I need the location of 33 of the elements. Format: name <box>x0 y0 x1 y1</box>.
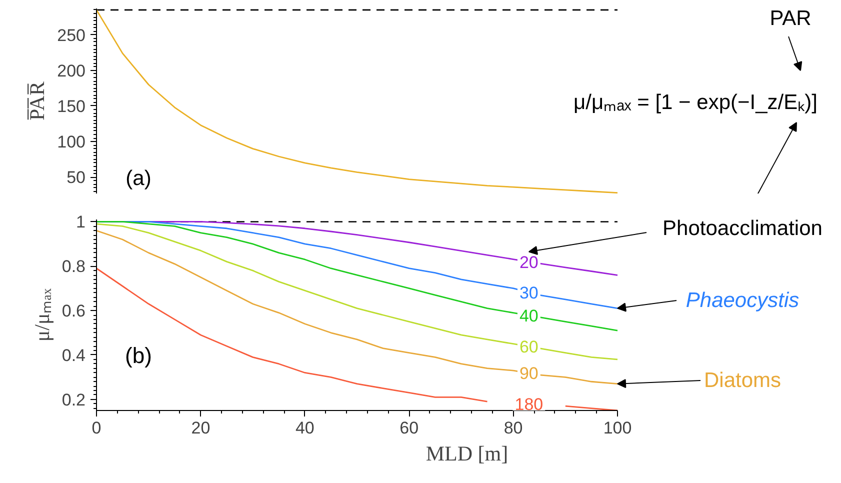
y-tick-label: 150 <box>57 96 86 116</box>
series-label: 40 <box>519 306 538 326</box>
line-series <box>96 221 618 332</box>
text: PAR <box>770 7 812 30</box>
x-tick-label: 20 <box>191 418 210 438</box>
series-label: 180 <box>514 394 544 414</box>
y-tick-label: 50 <box>66 168 86 188</box>
y-tick-label: 0.2 <box>62 390 86 410</box>
x-tick-label: 100 <box>603 418 632 438</box>
y-axis-title: P̅A̅R̅ <box>25 82 50 120</box>
y-tick-label: 100 <box>57 132 86 152</box>
series-label: 30 <box>519 283 538 302</box>
annotation: (b) <box>125 343 152 368</box>
annotation: Phaeocystis <box>686 289 800 312</box>
annotation: (a) <box>126 167 152 190</box>
x-tick-label: 40 <box>295 418 314 438</box>
y-tick-label: 0.8 <box>62 257 86 276</box>
x-axis-title: MLD [m] <box>426 442 508 466</box>
y-tick-label: 250 <box>57 26 86 45</box>
text: Photoacclimation <box>662 217 822 240</box>
x-tick-label: 60 <box>400 418 419 438</box>
series-label: 20 <box>519 252 538 272</box>
y-tick-label: 0.4 <box>62 346 86 365</box>
annotation: Diatoms <box>704 369 782 392</box>
y-tick-label: 1 <box>76 212 86 232</box>
x-tick-label: 80 <box>504 418 523 438</box>
series-label: 60 <box>519 338 538 357</box>
y-tick-label: 200 <box>57 61 86 80</box>
y-axis-title: μ/μₘₐₓ <box>30 288 54 342</box>
y-tick-label: 0.6 <box>62 302 86 321</box>
x-tick-label: 0 <box>92 418 102 438</box>
series-label: 90 <box>519 364 538 384</box>
annotation: μ/μₘₐₓ = [1 − exp(−I_z/Eₖ)] <box>574 91 818 114</box>
